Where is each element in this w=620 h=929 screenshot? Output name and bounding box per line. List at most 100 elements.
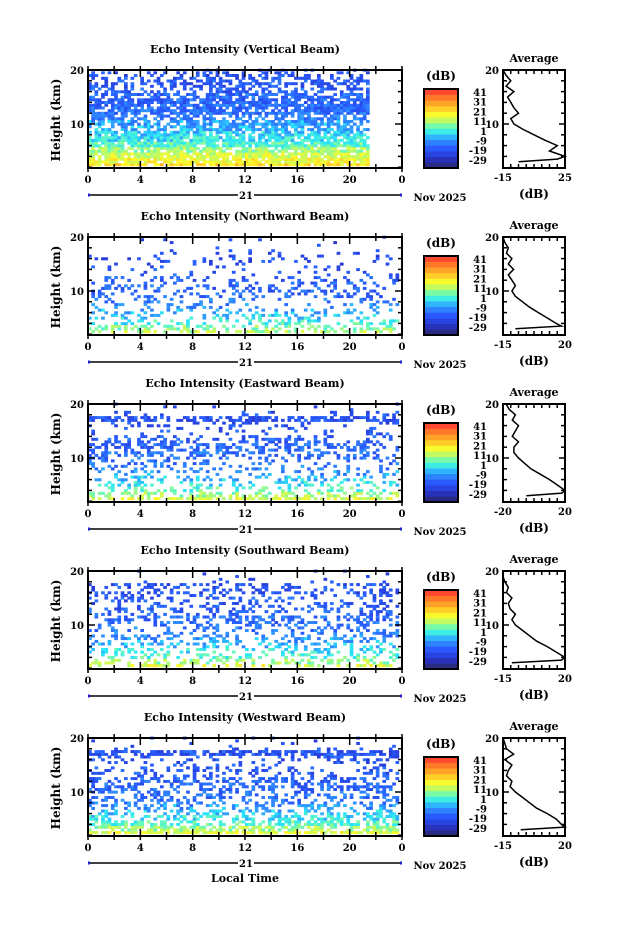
heatmap-cell (326, 650, 331, 654)
heatmap-cell (166, 138, 171, 142)
heatmap-cell (88, 136, 92, 140)
heatmap-cell (241, 276, 246, 280)
heatmap-cell (153, 136, 158, 140)
heatmap-cell (317, 82, 321, 86)
heatmap-cell (330, 87, 334, 91)
heatmap-cell (146, 130, 151, 134)
colorbar-tick-label: 11 (473, 284, 487, 295)
heatmap-cell (297, 416, 301, 420)
heatmap-cell (94, 437, 99, 441)
heatmap-cell (248, 289, 252, 293)
heatmap-cell (127, 311, 131, 315)
heatmap-cell (251, 286, 256, 290)
heatmap-cell (375, 257, 380, 261)
heatmap-cell (254, 93, 259, 96)
heatmap-cell (133, 467, 138, 471)
heatmap-cell (254, 152, 259, 156)
heatmap-cell (359, 87, 364, 91)
heatmap (88, 569, 400, 668)
date-label: Nov 2025 (414, 193, 467, 204)
heatmap-cell (372, 637, 377, 641)
heatmap-cell (202, 642, 207, 646)
heatmap-cell (317, 626, 321, 630)
heatmap-cell (258, 456, 262, 460)
heatmap-cell (202, 653, 207, 657)
heatmap-cell (192, 76, 197, 80)
heatmap-cell (192, 109, 197, 113)
heatmap-cell (215, 133, 220, 137)
heatmap-cell (323, 639, 328, 643)
heatmap-cell (212, 128, 216, 132)
heatmap-cell (310, 87, 315, 91)
heatmap-cell (195, 130, 200, 134)
heatmap-cell (146, 585, 151, 589)
heatmap-cell (395, 278, 400, 282)
heatmap-cell (169, 157, 174, 161)
heatmap-cell (209, 144, 213, 148)
heatmap-cell (209, 324, 213, 328)
heatmap-cell (104, 443, 109, 447)
heatmap-cell (202, 257, 207, 261)
heatmap-cell (248, 497, 252, 501)
heatmap-cell (225, 456, 230, 460)
heatmap-cell (133, 144, 138, 148)
heatmap-cell (186, 456, 190, 460)
heatmap-cell (307, 610, 311, 614)
heatmap-cell (212, 467, 216, 471)
heatmap-cell (169, 120, 174, 123)
heatmap-cell (346, 281, 351, 285)
heatmap-cell (124, 472, 128, 476)
heatmap-cell (107, 464, 112, 468)
heatmap-cell (140, 152, 144, 156)
heatmap-cell (330, 588, 334, 592)
heatmap-cell (218, 456, 223, 460)
heatmap-cell (212, 650, 216, 654)
heatmap-cell (199, 109, 203, 113)
heatmap-cell (375, 456, 380, 460)
heatmap-cell (238, 424, 243, 428)
heatmap-cell (97, 416, 102, 420)
heatmap-cell (199, 637, 203, 641)
heatmap-cell (146, 300, 151, 304)
heatmap-cell (97, 330, 102, 334)
heatmap-cell (375, 305, 380, 309)
heatmap-cell (310, 580, 315, 584)
heatmap-cell (375, 486, 380, 490)
heatmap-cell (202, 128, 207, 132)
heatmap-cell (137, 319, 141, 323)
heatmap-cell (343, 478, 347, 482)
heatmap-cell (261, 494, 266, 498)
heatmap-cell (346, 604, 351, 608)
heatmap-cell (271, 103, 275, 107)
heatmap-cell (130, 138, 135, 142)
heatmap-cell (352, 136, 357, 140)
heatmap-cell (290, 281, 295, 285)
heatmap-cell (323, 268, 328, 272)
heatmap-cell (205, 330, 210, 334)
heatmap-cell (124, 489, 128, 493)
heatmap-cell (366, 437, 370, 441)
panel-title: Echo Intensity (Northward Beam) (141, 210, 350, 223)
heatmap-cell (352, 292, 357, 296)
colorbar-swatch (424, 261, 458, 268)
heatmap-cell (97, 664, 102, 668)
heatmap-cell (290, 74, 295, 77)
heatmap-cell (215, 160, 220, 164)
heatmap-cell (320, 278, 324, 282)
heatmap-cell (91, 429, 95, 433)
heatmap-cell (225, 591, 230, 595)
heatmap-cell (271, 155, 275, 159)
heatmap-cell (359, 101, 364, 104)
heatmap-cell (130, 284, 135, 288)
heatmap-cell (362, 157, 367, 161)
heatmap-cell (359, 311, 364, 315)
heatmap-cell (297, 292, 301, 296)
heatmap-cell (143, 311, 148, 315)
heatmap-cell (369, 637, 373, 641)
heatmap-cell (251, 483, 256, 487)
heatmap-cell (366, 629, 370, 632)
heatmap-cell (195, 637, 200, 641)
colorbar-swatch (424, 451, 458, 458)
heatmap-cell (375, 645, 380, 649)
heatmap-cell (281, 494, 285, 498)
